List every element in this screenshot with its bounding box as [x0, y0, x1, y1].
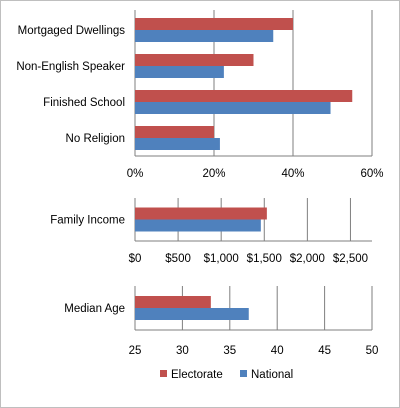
- bar-0-2-electorate: [135, 90, 353, 102]
- bar-0-0-electorate: [135, 18, 293, 30]
- tick-label-2-0: 25: [129, 345, 142, 357]
- tick-label-1-0: $0: [129, 253, 142, 265]
- tick-label-2-3: 40: [271, 345, 284, 357]
- tick-label-2-4: 45: [318, 345, 331, 357]
- category-label-0-1: Non-English Speaker: [16, 61, 125, 73]
- tick-label-0-2: 40%: [281, 168, 304, 180]
- bar-1-0-national: [135, 219, 261, 232]
- bar-2-0-electorate: [135, 296, 211, 308]
- category-label-0-0: Mortgaged Dwellings: [18, 25, 126, 37]
- bar-0-0-national: [135, 30, 274, 42]
- bar-1-0-electorate: [135, 207, 267, 220]
- bar-0-3-national: [135, 138, 220, 150]
- legend-swatch-1: [240, 370, 247, 377]
- category-label-0-3: No Religion: [66, 133, 125, 145]
- tick-label-0-1: 20%: [202, 168, 225, 180]
- category-label-0-2: Finished School: [43, 97, 125, 109]
- tick-label-1-5: $2,500: [333, 253, 368, 265]
- legend-label-0: Electorate: [171, 369, 223, 381]
- tick-label-1-3: $1,500: [247, 253, 282, 265]
- bar-0-1-electorate: [135, 54, 254, 66]
- category-label-2-0: Median Age: [64, 303, 125, 315]
- legend-label-1: National: [251, 369, 293, 381]
- tick-label-2-2: 35: [223, 345, 236, 357]
- bar-0-3-electorate: [135, 126, 214, 138]
- bar-0-2-national: [135, 102, 331, 114]
- bar-2-0-national: [135, 308, 249, 320]
- tick-label-1-1: $500: [165, 253, 191, 265]
- bar-0-1-national: [135, 66, 224, 78]
- tick-label-1-2: $1,000: [204, 253, 239, 265]
- tick-label-0-0: 0%: [127, 168, 144, 180]
- tick-label-1-4: $2,000: [290, 253, 325, 265]
- legend-swatch-0: [160, 370, 167, 377]
- tick-label-0-3: 60%: [360, 168, 383, 180]
- category-label-1-0: Family Income: [50, 215, 125, 227]
- tick-label-2-1: 30: [176, 345, 189, 357]
- tick-label-2-5: 50: [366, 345, 379, 357]
